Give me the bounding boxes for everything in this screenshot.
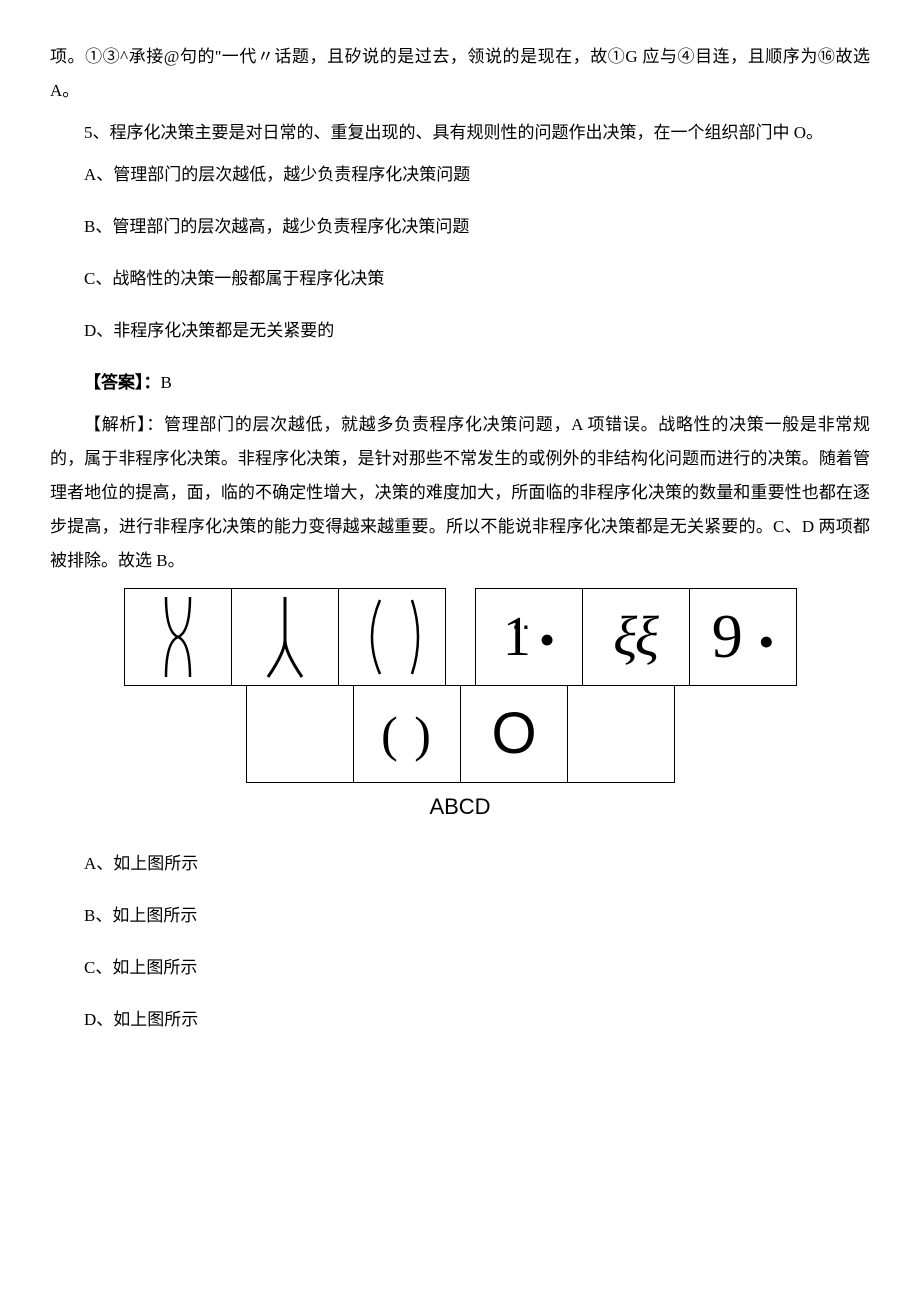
q5-option-d: D、非程序化决策都是无关紧要的 [50, 314, 870, 348]
figure-cell-2-4 [567, 685, 675, 783]
question-6-figure: 1‥• ξξ 9 • ( ) O ABCD [50, 588, 870, 829]
q5-option-b: B、管理部门的层次越高，越少负责程序化决策问题 [50, 210, 870, 244]
q6-option-c: C、如上图所示 [50, 951, 870, 985]
figure-gap [445, 588, 475, 686]
figure-cell-2-2: ( ) [353, 685, 461, 783]
q5-answer: 【答案】：B [50, 366, 870, 400]
glyph-o: O [491, 676, 536, 792]
question-5-stem: 5、程序化决策主要是对日常的、重复出现的、具有规则性的问题作出决策，在一个组织部… [50, 116, 870, 150]
figure-row-2: ( ) O [246, 685, 674, 783]
q5-option-c: C、战略性的决策一般都属于程序化决策 [50, 262, 870, 296]
q6-option-b: B、如上图所示 [50, 899, 870, 933]
figure-cell-1-3 [338, 588, 446, 686]
q6-option-a: A、如上图所示 [50, 847, 870, 881]
answer-value: B [161, 373, 172, 392]
figure-cell-1-6: 9 • [689, 588, 797, 686]
answer-label: 【答案】： [84, 373, 161, 392]
analysis-label: 【解析】： [84, 415, 164, 434]
hourglass-icon [148, 592, 208, 682]
figure-cell-1-2 [231, 588, 339, 686]
figure-cell-1-4: 1‥• [475, 588, 583, 686]
figure-row-1: 1‥• ξξ 9 • [124, 588, 796, 686]
analysis-text: 管理部门的层次越低，就越多负责程序化决策问题，A 项错误。战略性的决策一般是非常… [50, 415, 870, 570]
glyph-xi: ξξ [613, 581, 659, 693]
figure-cell-2-1 [246, 685, 354, 783]
figure-caption: ABCD [429, 785, 490, 829]
q5-option-a: A、管理部门的层次越低，越少负责程序化决策问题 [50, 158, 870, 192]
figure-cell-1-5: ξξ [582, 588, 690, 686]
glyph-paren: ( ) [381, 684, 433, 784]
glyph-9: 9 • [712, 575, 775, 699]
figure-cell-1-1 [124, 588, 232, 686]
intro-paragraph: 项。①③^承接@句的''一代〃话题，且矽说的是过去，领说的是现在，故①G 应与④… [50, 40, 870, 108]
figure-cell-2-3: O [460, 685, 568, 783]
q5-analysis: 【解析】：管理部门的层次越低，就越多负责程序化决策问题，A 项错误。战略性的决策… [50, 408, 870, 578]
parentheses-icon [352, 592, 432, 682]
vertical-split-icon [250, 592, 320, 682]
q6-option-d: D、如上图所示 [50, 1003, 870, 1037]
